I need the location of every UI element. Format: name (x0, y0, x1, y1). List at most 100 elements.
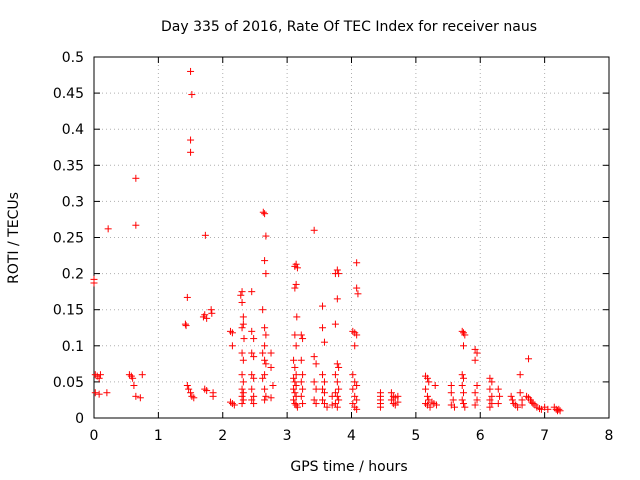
data-point (488, 392, 496, 400)
y-tick-label: 0.25 (53, 231, 84, 247)
data-point (387, 396, 395, 404)
data-point (523, 392, 531, 400)
x-tick-label: 3 (283, 428, 292, 444)
data-point (209, 392, 217, 400)
data-point (238, 400, 246, 408)
data-point (335, 396, 343, 404)
data-point (331, 320, 339, 328)
data-point (262, 232, 270, 240)
data-point (556, 407, 564, 415)
data-point (291, 389, 299, 397)
data-point (486, 385, 494, 393)
data-point (471, 345, 479, 353)
data-point (299, 385, 307, 393)
data-point (525, 355, 533, 363)
data-point (423, 374, 431, 382)
data-point (544, 405, 552, 413)
data-point (460, 389, 468, 397)
data-point (508, 396, 516, 404)
y-axis-title: ROTI / TECUs (6, 192, 22, 284)
data-point (376, 403, 384, 411)
data-point (471, 356, 479, 364)
data-point (555, 405, 563, 413)
data-point (389, 400, 397, 408)
data-point (328, 392, 336, 400)
data-point (238, 349, 246, 357)
data-point (187, 136, 195, 144)
data-point (312, 360, 320, 368)
data-point (422, 385, 430, 393)
data-point (248, 385, 256, 393)
data-point (181, 320, 189, 328)
data-point (494, 385, 502, 393)
data-point (138, 371, 146, 379)
data-point (354, 290, 362, 298)
data-point (262, 331, 270, 339)
data-point (333, 378, 341, 386)
data-point (132, 392, 140, 400)
y-tick-label: 0 (75, 411, 84, 427)
data-point (239, 313, 247, 321)
data-point (248, 396, 256, 404)
x-tick-label: 5 (411, 428, 420, 444)
data-point (261, 342, 269, 350)
data-point (290, 374, 298, 382)
data-point (104, 225, 112, 233)
data-point (432, 401, 440, 409)
data-point (259, 208, 267, 216)
data-point (297, 331, 305, 339)
data-point (262, 270, 270, 278)
grid-lines (94, 57, 609, 418)
data-point (292, 280, 300, 288)
data-point (473, 396, 481, 404)
data-point (333, 295, 341, 303)
data-point (460, 400, 468, 408)
data-point (228, 400, 236, 408)
data-point (228, 342, 236, 350)
data-point (458, 327, 466, 335)
data-point (323, 403, 331, 411)
data-marks (90, 67, 564, 415)
data-point (387, 389, 395, 397)
data-point (458, 382, 466, 390)
data-point (183, 382, 191, 390)
data-point (290, 356, 298, 364)
data-point (238, 298, 246, 306)
data-point (129, 374, 137, 382)
data-point (187, 148, 195, 156)
data-point (238, 324, 246, 332)
data-point (353, 382, 361, 390)
data-point (188, 392, 196, 400)
data-point (292, 382, 300, 390)
data-point (250, 374, 258, 382)
data-point (250, 353, 258, 361)
chart-title: Day 335 of 2016, Rate Of TEC Index for r… (161, 19, 537, 35)
data-point (250, 400, 258, 408)
data-point (422, 400, 430, 408)
data-point (201, 311, 209, 319)
data-point (297, 392, 305, 400)
data-point (349, 400, 357, 408)
data-point (228, 329, 236, 337)
data-point (201, 231, 209, 239)
data-point (320, 389, 328, 397)
data-point (471, 389, 479, 397)
data-point (190, 394, 198, 402)
data-point (261, 324, 269, 332)
data-point (333, 360, 341, 368)
y-tick-label: 0.3 (62, 194, 84, 210)
data-point (320, 338, 328, 346)
data-point (353, 331, 361, 339)
data-point (494, 400, 502, 408)
data-point (319, 371, 327, 379)
data-point (351, 378, 359, 386)
data-point (95, 390, 103, 398)
data-point (293, 264, 301, 272)
data-point (351, 342, 359, 350)
x-tick-label: 7 (540, 428, 549, 444)
data-point (353, 284, 361, 292)
data-point (103, 389, 111, 397)
data-point (333, 403, 341, 411)
data-point (496, 392, 504, 400)
y-tick-label: 0.2 (62, 267, 84, 283)
